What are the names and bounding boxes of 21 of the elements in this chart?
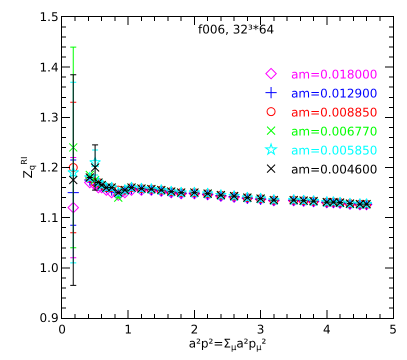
y-tick-label: 1.3: [40, 110, 59, 125]
y-tick-label: 1.1: [40, 210, 59, 225]
legend-label: am=0.004600: [291, 162, 378, 176]
y-tick-label: 1.0: [40, 261, 59, 276]
x-axis-title: a²p²=Σ$_{μ}$a²p$_{μ}$²: [188, 336, 266, 352]
legend-label: am=0.018000: [291, 67, 378, 82]
y-tick-label: 1.5: [40, 10, 59, 24]
y-tick-label: 1.4: [40, 60, 59, 74]
x-tick-label: 3: [256, 322, 264, 336]
y-tick-label: 1.2: [40, 160, 59, 175]
x-tick-label: 0: [58, 322, 66, 336]
x-tick-label: 2: [190, 322, 198, 336]
legend-label: am=0.005850: [291, 143, 378, 158]
y-tick-label: 0.9: [40, 311, 59, 326]
text: f006, 32³*64: [198, 22, 274, 37]
legend-label: am=0.006770: [291, 124, 378, 138]
x-tick-label: 4: [322, 322, 331, 336]
legend-label: am=0.008850: [291, 105, 378, 120]
x-tick-label: 1: [124, 322, 132, 336]
legend-label: am=0.012900: [291, 86, 378, 100]
x-tick-label: 5: [389, 322, 397, 336]
